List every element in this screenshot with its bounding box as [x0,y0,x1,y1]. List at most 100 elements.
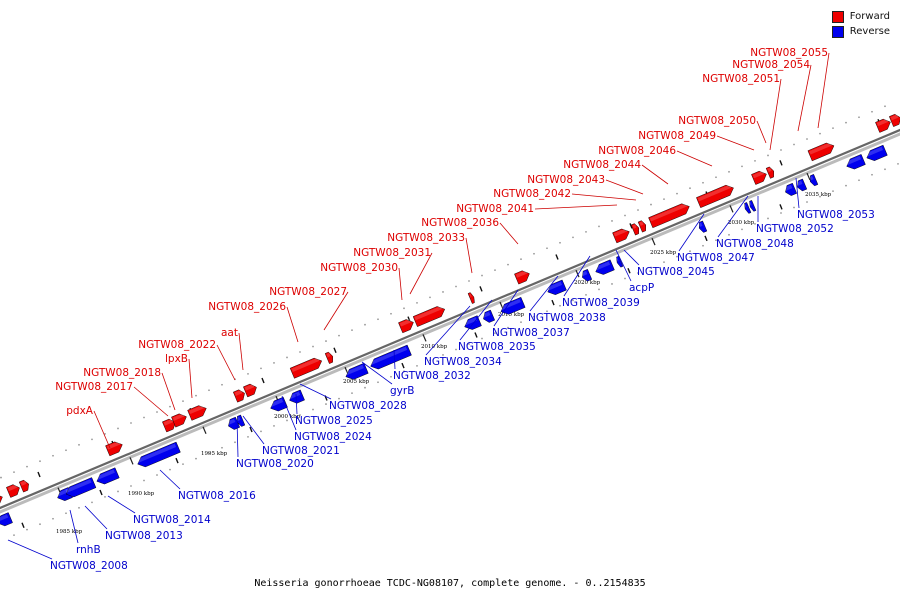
track-dot [455,285,457,288]
track-dot [689,187,691,190]
gene-body [888,113,900,127]
gene-body [866,144,888,161]
track-dot [325,340,327,342]
track-dot [0,476,2,479]
gene-body [749,200,757,212]
track-dot [481,337,483,340]
reverse-gene [136,441,181,468]
gene-highlight [291,357,320,372]
scale-tick-label: 2005 kbp [343,379,370,385]
forward-leader [605,179,644,195]
reverse-gene [594,259,615,275]
forward-gene-label: NGTW08_2049 [638,130,716,142]
reverse-gene [698,220,708,233]
forward-gene [412,305,446,327]
track-dot [650,203,652,206]
scale-tick [202,426,207,434]
forward-gene [0,493,3,508]
gene-highlight [482,311,491,318]
reverse-gene [482,309,496,323]
track-dot [221,446,223,449]
gene-body [547,279,567,295]
gene-body [785,182,798,196]
reverse-leader [295,393,298,415]
gene-body [232,389,245,403]
gene-highlight [515,270,528,278]
forward-gene [243,383,257,398]
track-dot [676,192,678,195]
track-dot [143,416,145,419]
forward-leader [409,252,433,295]
reverse-leader [69,509,79,544]
forward-leader [323,291,349,331]
scale-tick-label: 1995 kbp [201,451,228,457]
reverse-gene-label: NGTW08_2013 [105,530,183,542]
track-dot [585,230,587,233]
track-dot [377,318,379,321]
forward-gene [875,118,891,133]
reverse-gene-label: NGTW08_2053 [797,209,875,221]
track-dot [338,397,340,400]
track-dot [13,534,15,537]
forward-leader [238,332,244,371]
gene-highlight [234,389,243,396]
gene-highlight [749,202,752,206]
track-dot [728,233,730,236]
gene-highlight [188,404,205,415]
reverse-gene-label: rnhB [76,544,101,556]
reverse-gene [463,315,482,330]
forward-gene [612,228,630,244]
forward-leader [465,237,473,274]
track-dot [104,496,106,498]
scale-tick-label: 2000 kbp [274,414,301,420]
track-dot [611,283,613,285]
genome-backbone [0,128,900,510]
track-dot [741,228,743,231]
track-dot [897,162,899,165]
gene-highlight [845,156,862,166]
forward-gene-label: lpxB [165,353,188,365]
reverse-gene-label: NGTW08_2008 [50,560,128,572]
gene-body [500,296,526,315]
dot-rows [0,105,899,537]
reverse-gene-label: acpP [629,282,654,294]
track-dot [611,220,613,222]
gene-highlight [65,479,92,493]
track-dot [26,528,28,531]
reverse-gene [369,344,412,370]
gene-highlight [581,270,588,277]
backbone-shadow [0,132,900,514]
scale-tick-label: 2035 kbp [805,192,832,198]
marker-tick [99,489,103,496]
track-dot [858,116,860,119]
track-dot [195,394,197,397]
reverse-leader [107,495,136,514]
scale-tick [422,334,427,342]
gene-body [797,178,808,192]
gene-highlight [697,184,732,202]
gene-highlight [809,176,814,181]
gene-highlight [649,203,688,222]
scale-tick-label: 1985 kbp [56,529,83,535]
gene-highlight [369,346,408,366]
forward-gene-label: NGTW08_2043 [527,174,605,186]
track-dot [312,408,314,411]
gene-body [289,389,305,404]
marker-tick [551,299,555,306]
gene-body [270,396,288,412]
gene-body [243,383,257,398]
forward-gene [514,270,530,285]
gene-highlight [288,391,301,400]
legend: Forward Reverse [831,9,890,39]
forward-gene [467,292,475,304]
forward-gene [765,166,774,179]
track-dot [442,291,444,293]
legend-forward: Forward [831,9,890,24]
gene-body [810,174,819,187]
track-dot [325,403,327,405]
reverse-gene-label: NGTW08_2025 [295,415,373,427]
gene-body [0,493,3,508]
reverse-gene-label: NGTW08_2024 [294,431,372,443]
gene-body [846,154,866,170]
